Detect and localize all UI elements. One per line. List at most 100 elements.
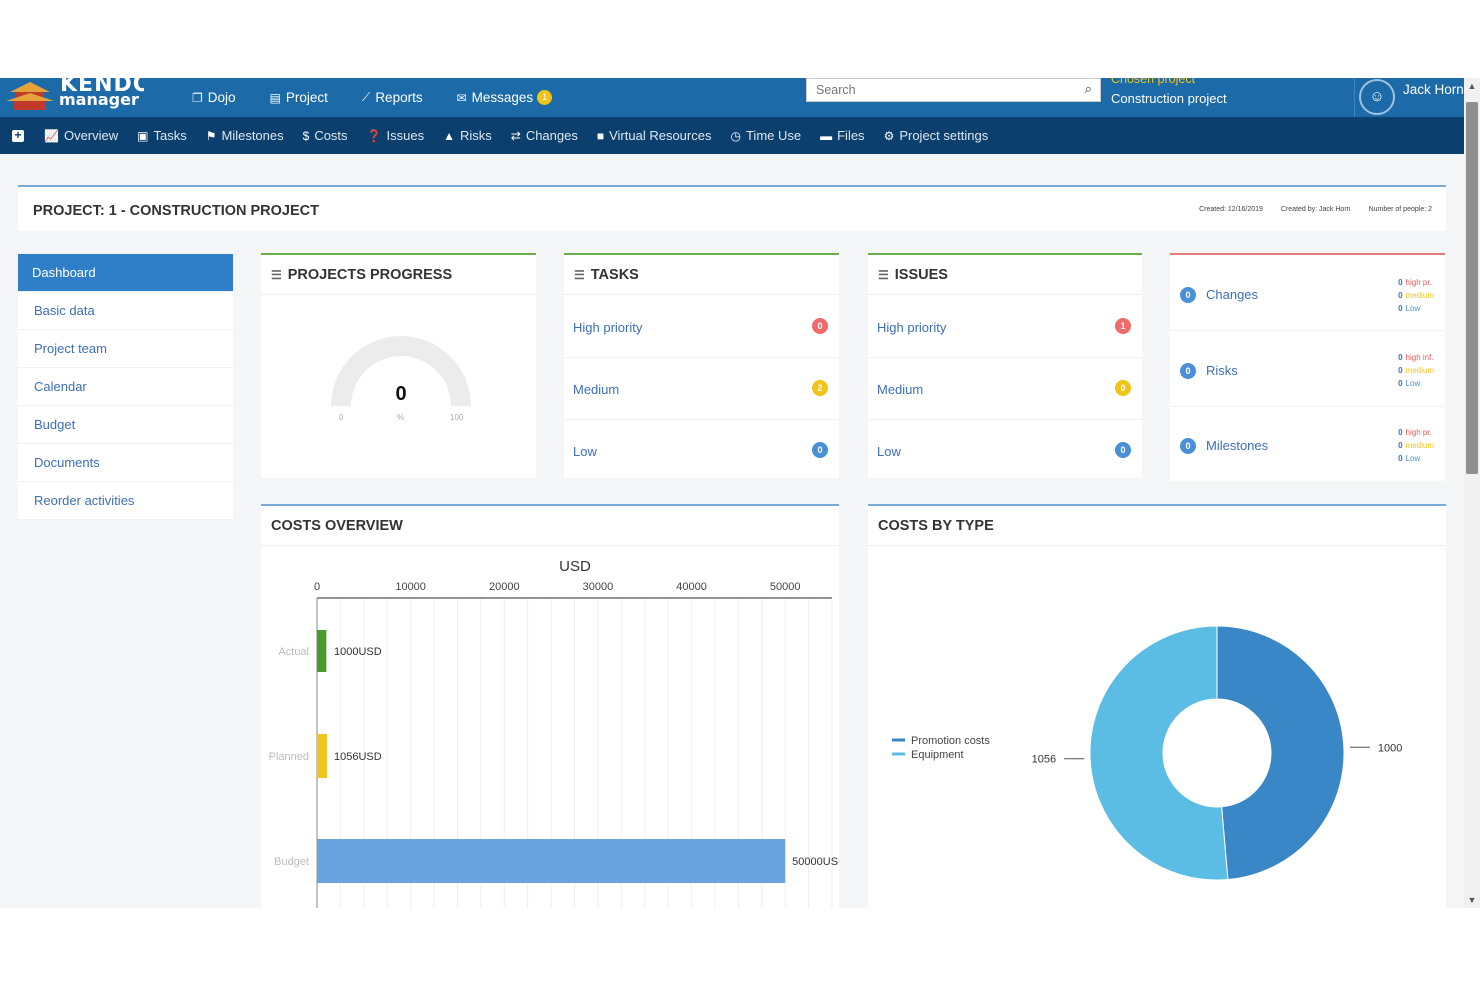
tab-tasks[interactable]: ▣ Tasks bbox=[137, 128, 187, 143]
tab-project-settings[interactable]: ⚙ Project settings bbox=[884, 128, 989, 143]
costs-by-type-title: COSTS BY TYPE bbox=[878, 517, 994, 534]
issues-row-low[interactable]: Low 0 bbox=[868, 420, 1142, 482]
nav-project[interactable]: ▤ Project bbox=[270, 90, 328, 105]
people-count: Number of people: 2 bbox=[1368, 206, 1432, 213]
sidebar-item-dashboard[interactable]: Dashboard bbox=[18, 254, 233, 292]
tab-changes-label: Changes bbox=[525, 128, 578, 143]
bar[interactable] bbox=[317, 630, 327, 672]
tab-virtual-resources[interactable]: ■ Virtual Resources bbox=[597, 128, 712, 143]
slice-value-label: 1000 bbox=[1378, 742, 1402, 754]
summary-row-milestones[interactable]: 0 Milestones 0 high pr. 0 medium 0 Low bbox=[1170, 407, 1444, 483]
changes-high-label: high pr. bbox=[1405, 278, 1432, 287]
top-nav: ❐ Dojo ▤ Project ⟋ Reports ✉ Messages 1 bbox=[192, 78, 586, 117]
costs-overview-header: COSTS OVERVIEW bbox=[261, 506, 839, 546]
tab-overview-label: Overview bbox=[63, 128, 119, 143]
area-chart-icon: 📈 bbox=[44, 128, 59, 143]
chosen-project-value[interactable]: Construction project bbox=[1111, 91, 1227, 106]
gauge-arc bbox=[331, 336, 471, 406]
risks-medium-label: medium bbox=[1405, 366, 1434, 375]
x-tick-label: 20000 bbox=[489, 581, 520, 593]
tab-costs-label: Costs bbox=[314, 128, 348, 143]
clock-icon: ◷ bbox=[730, 128, 741, 143]
vertical-scrollbar[interactable]: ▲ ▼ bbox=[1464, 78, 1480, 908]
tab-time-use[interactable]: ◷ Time Use bbox=[730, 128, 801, 143]
tasks-card: ☰ TASKS High priority 0 Medium 2 Low 0 bbox=[564, 253, 839, 478]
scroll-down-icon[interactable]: ▼ bbox=[1467, 895, 1477, 905]
tab-time-use-label: Time Use bbox=[745, 128, 802, 143]
sidebar-item-budget[interactable]: Budget bbox=[18, 406, 233, 444]
tab-files[interactable]: ▬ Files bbox=[820, 128, 864, 143]
progress-gauge: 0 0 % 100 bbox=[321, 331, 481, 431]
tasks-low-label: Low bbox=[573, 444, 597, 459]
donut-slice[interactable] bbox=[1089, 625, 1229, 881]
tasks-row-low[interactable]: Low 0 bbox=[564, 420, 838, 482]
user-menu[interactable]: ☺ Jack Horn bbox=[1354, 78, 1464, 117]
sidebar-item-project-team[interactable]: Project team bbox=[18, 330, 233, 368]
flag-icon: ⚑ bbox=[205, 128, 217, 143]
tab-project-settings-label: Project settings bbox=[899, 128, 989, 143]
tab-changes[interactable]: ⇄ Changes bbox=[511, 128, 578, 143]
tab-issues[interactable]: ❓ Issues bbox=[367, 128, 425, 143]
tasks-row-high[interactable]: High priority 0 bbox=[564, 296, 838, 358]
nav-reports[interactable]: ⟋ Reports bbox=[362, 90, 423, 105]
search-box: ⌕ bbox=[806, 78, 1101, 102]
donut-slice[interactable] bbox=[1216, 625, 1345, 881]
gauge-min-label: 0 bbox=[339, 413, 344, 422]
list-icon: ☰ bbox=[878, 267, 889, 282]
tab-costs[interactable]: $ Costs bbox=[303, 128, 348, 143]
logo[interactable]: KENDO manager bbox=[4, 78, 144, 117]
x-tick-label: 0 bbox=[314, 581, 320, 593]
search-icon[interactable]: ⌕ bbox=[1084, 81, 1092, 96]
summary-row-risks[interactable]: 0 Risks 0 high inf. 0 medium 0 Low bbox=[1170, 331, 1444, 407]
changes-high-count: 0 bbox=[1398, 278, 1403, 287]
risks-low-label: Low bbox=[1405, 379, 1421, 388]
legend-label: Promotion costs bbox=[911, 735, 990, 747]
scrollbar-thumb[interactable] bbox=[1466, 102, 1478, 474]
milestones-medium-count: 0 bbox=[1398, 441, 1403, 450]
nav-project-label: Project bbox=[285, 90, 328, 105]
created-by: Created by: Jack Horn bbox=[1280, 206, 1351, 213]
changes-medium-label: medium bbox=[1405, 291, 1434, 300]
x-tick-label: 30000 bbox=[583, 581, 614, 593]
category-label: Planned bbox=[269, 751, 309, 763]
tasks-high-count: 0 bbox=[812, 318, 828, 334]
x-tick-label: 10000 bbox=[395, 581, 426, 593]
bar[interactable] bbox=[317, 734, 327, 778]
tab-milestones[interactable]: ⚑ Milestones bbox=[206, 128, 284, 143]
tab-milestones-label: Milestones bbox=[221, 128, 284, 143]
bar[interactable] bbox=[317, 839, 786, 883]
sidebar-item-calendar[interactable]: Calendar bbox=[18, 368, 233, 406]
nav-dojo[interactable]: ❐ Dojo bbox=[192, 90, 236, 105]
search-input[interactable] bbox=[807, 79, 1067, 101]
progress-value: 0 bbox=[395, 383, 407, 405]
bar-value-label: 1056USD bbox=[334, 751, 382, 763]
briefcase-icon: ■ bbox=[596, 128, 605, 143]
milestones-label: Milestones bbox=[1206, 438, 1269, 453]
tab-risks[interactable]: ▲ Risks bbox=[443, 128, 492, 143]
list-icon: ☰ bbox=[271, 267, 282, 282]
sidebar-item-basic-data[interactable]: Basic data bbox=[18, 292, 233, 330]
tasks-row-medium[interactable]: Medium 2 bbox=[564, 358, 838, 420]
tab-issues-label: Issues bbox=[386, 128, 425, 143]
summary-card: 0 Changes 0 high pr. 0 medium 0 Low 0 Risks… bbox=[1170, 253, 1445, 481]
line-chart-icon: ⟋ bbox=[361, 90, 371, 104]
milestones-low-count: 0 bbox=[1398, 454, 1403, 463]
sidebar-item-reorder-activities[interactable]: Reorder activities bbox=[18, 482, 233, 520]
changes-count: 0 bbox=[1180, 287, 1196, 303]
sidebar-item-documents[interactable]: Documents bbox=[18, 444, 233, 482]
app-window: KENDO manager ❐ Dojo ▤ Project ⟋ Reports… bbox=[0, 78, 1464, 908]
nav-messages[interactable]: ✉ Messages 1 bbox=[457, 90, 553, 105]
question-circle-icon: ❓ bbox=[366, 128, 382, 143]
issues-row-high[interactable]: High priority 1 bbox=[868, 296, 1142, 358]
risks-low-count: 0 bbox=[1398, 379, 1403, 388]
issues-row-medium[interactable]: Medium 0 bbox=[868, 358, 1142, 420]
summary-row-changes[interactable]: 0 Changes 0 high pr. 0 medium 0 Low bbox=[1170, 255, 1444, 331]
tab-overview[interactable]: 📈 Overview bbox=[44, 128, 118, 143]
bar-value-label: 50000USD bbox=[792, 856, 839, 868]
issues-high-label: High priority bbox=[877, 320, 947, 335]
milestones-high-label: high pr. bbox=[1405, 428, 1432, 437]
scroll-up-icon[interactable]: ▲ bbox=[1467, 81, 1477, 91]
add-icon[interactable]: + bbox=[12, 129, 24, 142]
tasks-high-label: High priority bbox=[573, 320, 643, 335]
changes-label: Changes bbox=[1206, 287, 1259, 302]
